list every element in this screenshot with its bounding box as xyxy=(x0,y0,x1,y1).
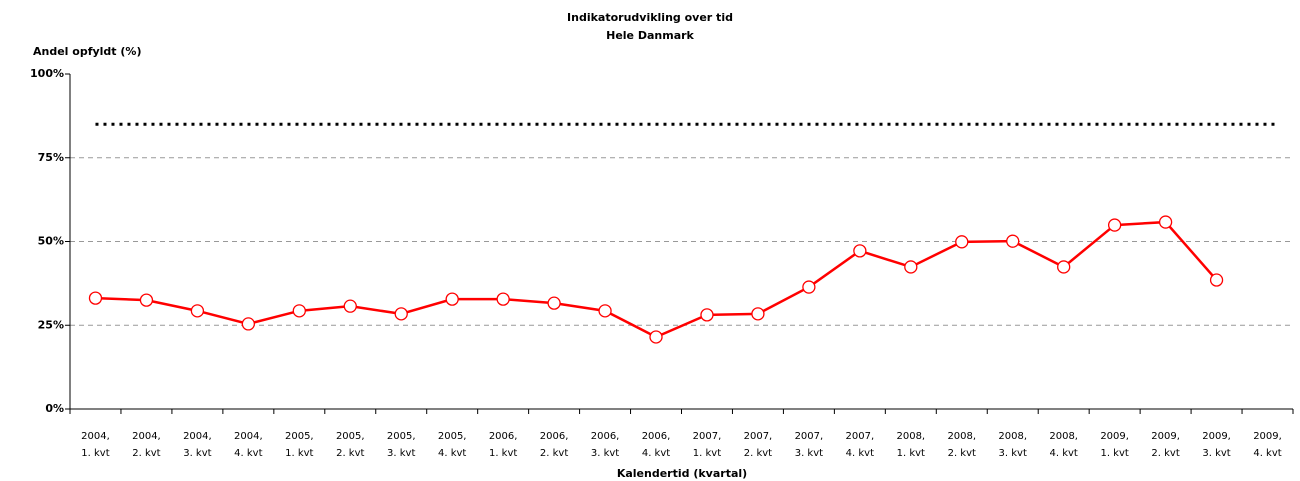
data-point xyxy=(649,330,663,344)
x-tick-label: 4. kvt xyxy=(234,448,262,459)
data-point xyxy=(853,244,867,258)
x-axis-label: Kalendertid (kvartal) xyxy=(617,467,747,480)
x-tick-label: 3. kvt xyxy=(1202,448,1230,459)
data-point xyxy=(700,308,714,322)
x-tick-label: 2. kvt xyxy=(540,448,568,459)
x-tick-label: 1. kvt xyxy=(489,448,517,459)
x-tick-label: 4. kvt xyxy=(1253,448,1281,459)
data-point xyxy=(241,317,256,331)
chart-subtitle: Hele Danmark xyxy=(606,29,694,42)
x-tick-label: 2006, xyxy=(642,431,671,442)
x-tick-label: 4. kvt xyxy=(438,448,466,459)
chart-title: Indikatorudvikling over tid xyxy=(567,11,733,24)
data-point xyxy=(955,235,969,249)
x-tick-label: 2004, xyxy=(234,431,263,442)
x-tick-label: 2009, xyxy=(1100,431,1129,442)
x-tick-label: 2007, xyxy=(846,431,875,442)
series-line xyxy=(95,220,1218,339)
y-tick-label: 75% xyxy=(38,151,64,164)
data-point xyxy=(1057,260,1071,274)
x-tick-label: 2005, xyxy=(387,431,416,442)
x-tick-label: 2005, xyxy=(438,431,467,442)
x-tick-label: 2004, xyxy=(132,431,161,442)
x-tick-label: 4. kvt xyxy=(1050,448,1078,459)
x-tick-label: 2. kvt xyxy=(1151,448,1179,459)
x-tick-label: 1. kvt xyxy=(81,448,109,459)
x-tick-label: 2007, xyxy=(744,431,773,442)
x-tick-label: 2. kvt xyxy=(336,448,364,459)
x-tick-label: 2009, xyxy=(1253,431,1282,442)
y-tick-label: 25% xyxy=(38,318,64,331)
data-point xyxy=(190,304,205,318)
data-point xyxy=(88,291,103,305)
data-point xyxy=(445,292,459,306)
x-tick-label: 2007, xyxy=(693,431,722,442)
x-tick-label: 2. kvt xyxy=(948,448,976,459)
x-tick-label: 2005, xyxy=(285,431,314,442)
x-tick-label: 2004, xyxy=(183,431,212,442)
x-tick-label: 2008, xyxy=(998,431,1027,442)
x-tick-label: 2. kvt xyxy=(744,448,772,459)
data-point xyxy=(139,293,154,307)
x-tick-label: 2. kvt xyxy=(132,448,160,459)
y-tick-label: 50% xyxy=(38,235,64,248)
y-axis-label: Andel opfyldt (%) xyxy=(33,45,141,58)
x-tick-label: 1. kvt xyxy=(897,448,925,459)
data-point xyxy=(1158,215,1173,229)
y-tick-label: 0% xyxy=(45,402,64,415)
data-point xyxy=(751,307,765,321)
data-point xyxy=(1209,273,1224,287)
data-point xyxy=(1006,234,1020,248)
data-point xyxy=(904,260,918,274)
data-point xyxy=(394,307,408,321)
data-point xyxy=(802,280,816,294)
data-point xyxy=(547,296,561,310)
data-point xyxy=(343,299,357,313)
x-tick-label: 2006, xyxy=(540,431,569,442)
x-tick-label: 2005, xyxy=(336,431,365,442)
x-tick-label: 2009, xyxy=(1202,431,1231,442)
data-point xyxy=(1107,218,1122,232)
x-tick-label: 2008, xyxy=(896,431,925,442)
data-point xyxy=(292,304,306,318)
x-tick-label: 2004, xyxy=(81,431,110,442)
x-tick-label: 2008, xyxy=(1049,431,1078,442)
x-tick-label: 2009, xyxy=(1151,431,1180,442)
x-tick-label: 4. kvt xyxy=(642,448,670,459)
y-tick-label: 100% xyxy=(30,67,64,80)
x-tick-label: 1. kvt xyxy=(285,448,313,459)
x-tick-label: 3. kvt xyxy=(591,448,619,459)
x-tick-label: 3. kvt xyxy=(183,448,211,459)
x-tick-label: 3. kvt xyxy=(795,448,823,459)
x-tick-label: 3. kvt xyxy=(387,448,415,459)
x-tick-label: 2007, xyxy=(795,431,824,442)
x-tick-label: 1. kvt xyxy=(693,448,721,459)
x-tick-label: 3. kvt xyxy=(999,448,1027,459)
x-tick-label: 2008, xyxy=(947,431,976,442)
data-point xyxy=(598,304,612,318)
x-tick-label: 4. kvt xyxy=(846,448,874,459)
data-point xyxy=(496,292,510,306)
x-tick-label: 2006, xyxy=(489,431,518,442)
x-tick-label: 2006, xyxy=(591,431,620,442)
x-tick-label: 1. kvt xyxy=(1100,448,1128,459)
